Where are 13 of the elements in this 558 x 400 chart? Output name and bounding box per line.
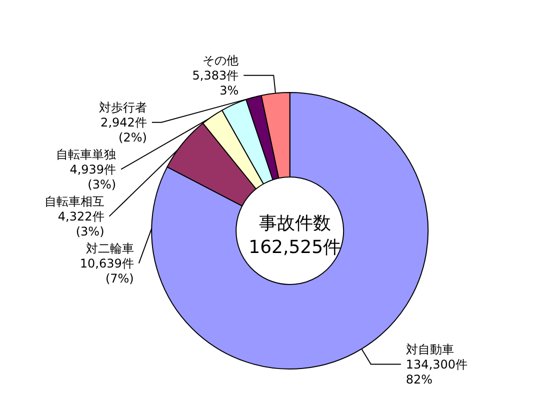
data-label: 10,639件 (7%) bbox=[80, 256, 134, 286]
text: 事故件数 162,525件 bbox=[248, 213, 342, 258]
data-label: 2,942件 (2%) bbox=[100, 115, 147, 144]
slice-label: 対二輪車 bbox=[86, 241, 134, 256]
slice-label: 自転車単独 bbox=[56, 147, 116, 162]
slice-label: その他 bbox=[202, 53, 239, 68]
slice-label: 対自動車 bbox=[406, 342, 454, 356]
slice-label: 自転車相互 bbox=[44, 194, 104, 208]
data-label: 134,300件 82% bbox=[406, 357, 468, 386]
data-label: 4,322件 (3%) bbox=[58, 209, 104, 238]
data-label: 4,939件 (3%) bbox=[70, 162, 116, 192]
data-label: 5,383件 3% bbox=[192, 68, 239, 98]
slice-label: 対歩行者 bbox=[98, 100, 147, 114]
